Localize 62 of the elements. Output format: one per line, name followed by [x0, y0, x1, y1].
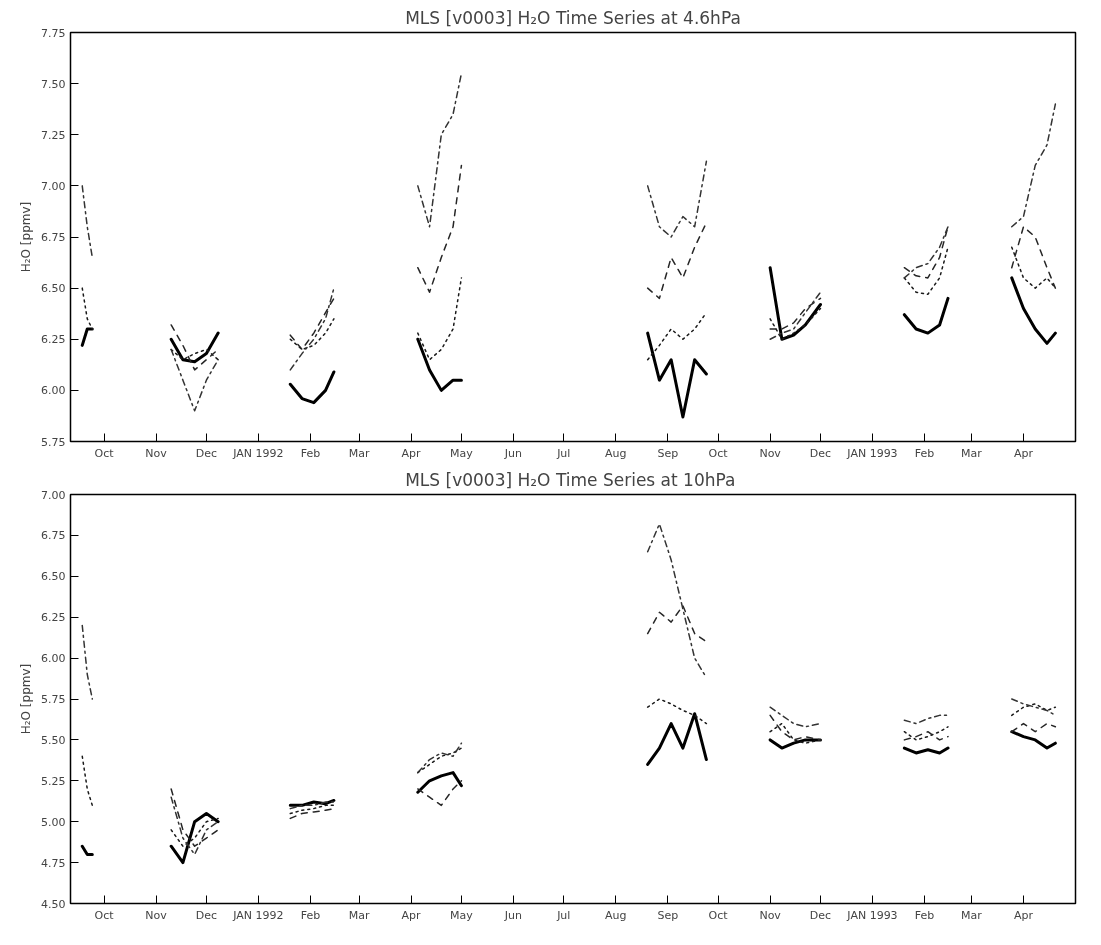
y-tick-label: 5.75 [41, 435, 66, 449]
y-tick-label: 6.75 [41, 529, 66, 543]
y-tick-label: 6.75 [41, 231, 66, 244]
x-tick-label: JAN 1992 [232, 908, 284, 922]
x-tick-label: Apr [401, 446, 422, 460]
x-tick-label: Nov [759, 908, 782, 922]
x-tick-label: Mar [348, 446, 370, 460]
x-tick-label: Oct [708, 446, 729, 460]
x-tick-label: Apr [1013, 446, 1034, 460]
x-tick-label: Jun [503, 908, 523, 922]
x-tick-label: JAN 1992 [232, 446, 284, 460]
y-tick-label: 5.75 [41, 693, 66, 706]
x-tick-label: Nov [759, 446, 782, 460]
x-tick-label: JAN 1993 [846, 908, 898, 922]
x-tick-label: Jul [556, 908, 571, 922]
x-tick-label: Feb [914, 908, 935, 922]
x-tick-label: Feb [914, 446, 935, 460]
x-tick-label: Mar [961, 446, 983, 460]
x-tick-label: Oct [94, 446, 115, 460]
x-tick-label: Apr [401, 908, 422, 922]
y-tick-label: 6.25 [41, 611, 66, 625]
x-tick-label: Aug [605, 908, 627, 922]
x-tick-label: Nov [145, 908, 168, 922]
y-axis-title: H₂O [ppmv] [19, 201, 34, 273]
x-tick-label: Feb [300, 908, 321, 922]
y-tick-label: 5.25 [41, 774, 66, 788]
x-tick-label: Jul [556, 446, 571, 460]
y-tick-label: 4.50 [41, 897, 66, 911]
y-tick-label: 4.75 [41, 856, 66, 870]
x-tick-label: May [450, 908, 474, 922]
x-tick-label: May [450, 446, 474, 460]
y-tick-label: 6.25 [41, 333, 66, 347]
y-tick-label: 7.25 [41, 128, 66, 142]
x-tick-label: Oct [94, 908, 115, 922]
y-tick-label: 5.00 [41, 815, 66, 829]
x-tick-label: Mar [348, 908, 370, 922]
y-tick-label: 6.50 [41, 282, 66, 296]
x-tick-label: Nov [145, 446, 168, 460]
y-tick-label: 7.00 [41, 488, 66, 502]
y-tick-label: 6.50 [41, 570, 66, 584]
x-tick-label: Sep [657, 446, 679, 460]
x-tick-label: Apr [1013, 908, 1034, 922]
x-tick-label: Dec [195, 446, 218, 460]
y-axis-title: H₂O [ppmv] [19, 663, 34, 735]
chart-title: MLS [v0003] H₂O Time Series at 10hPa [405, 469, 736, 490]
y-tick-label: 6.00 [41, 652, 66, 666]
x-tick-label: JAN 1993 [846, 446, 898, 460]
x-tick-label: Sep [657, 908, 679, 922]
chart-title: MLS [v0003] H₂O Time Series at 4.6hPa [405, 7, 741, 28]
y-tick-label: 5.50 [41, 733, 66, 747]
x-tick-label: Aug [605, 446, 627, 460]
x-tick-label: Mar [961, 908, 983, 922]
x-tick-label: Dec [809, 446, 832, 460]
x-tick-label: Dec [809, 908, 832, 922]
x-tick-label: Oct [708, 908, 729, 922]
y-tick-label: 7.75 [41, 26, 66, 40]
y-tick-label: 7.00 [41, 179, 66, 193]
x-tick-label: Feb [300, 446, 321, 460]
x-tick-label: Dec [195, 908, 218, 922]
x-tick-label: Jun [503, 446, 523, 460]
y-tick-label: 6.00 [41, 384, 66, 398]
y-tick-label: 7.50 [41, 77, 66, 91]
